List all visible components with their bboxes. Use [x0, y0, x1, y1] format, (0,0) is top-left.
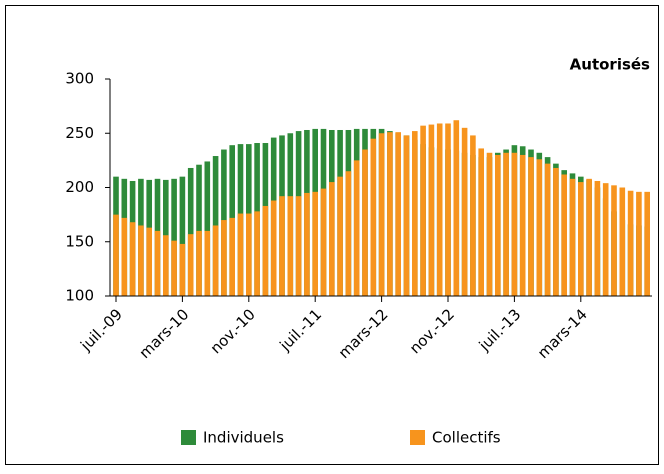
bar	[237, 213, 244, 296]
bar	[204, 230, 211, 296]
bar	[495, 154, 501, 296]
bar	[503, 152, 509, 296]
bar	[196, 230, 202, 296]
y-tick-label: 100	[65, 287, 94, 305]
bar	[212, 225, 219, 296]
bar	[246, 213, 252, 296]
bar	[171, 178, 177, 296]
bar	[187, 167, 194, 296]
bar	[254, 211, 260, 296]
bar	[179, 176, 186, 296]
bar	[163, 235, 169, 296]
bar	[403, 135, 410, 296]
bar	[561, 174, 567, 296]
bar	[578, 182, 584, 296]
bar	[519, 154, 526, 296]
bar	[420, 125, 426, 296]
bar	[378, 133, 385, 296]
bar	[154, 230, 161, 296]
legend-label: Collectifs	[432, 429, 501, 447]
bar	[470, 135, 476, 296]
bar	[337, 176, 343, 296]
bar	[528, 157, 534, 296]
bar	[179, 243, 186, 296]
bar	[304, 192, 310, 296]
bar	[594, 180, 601, 296]
bar	[461, 127, 468, 296]
legend-label: Individuels	[203, 429, 284, 447]
bar	[287, 196, 294, 296]
bar	[113, 214, 119, 296]
bar	[204, 161, 211, 296]
y-tick-label: 150	[65, 232, 94, 250]
bar	[602, 183, 609, 296]
bar	[586, 178, 592, 296]
bar	[412, 131, 418, 296]
bar	[627, 190, 634, 296]
bar	[453, 120, 460, 296]
bar	[187, 234, 194, 296]
y-tick-label: 250	[65, 124, 94, 142]
bar	[171, 240, 177, 296]
bar	[229, 217, 235, 296]
y-tick-label: 300	[65, 70, 94, 88]
bar	[569, 178, 576, 296]
bar	[428, 124, 435, 296]
bar	[295, 196, 302, 296]
bar	[636, 191, 642, 296]
y-tick-label: 200	[65, 178, 94, 196]
legend-swatch	[181, 430, 196, 445]
bar	[511, 152, 518, 296]
bar	[436, 123, 443, 296]
bar	[478, 148, 484, 296]
bar	[387, 132, 393, 296]
bar	[544, 163, 551, 296]
bar	[329, 182, 335, 296]
legend-swatch	[410, 430, 425, 445]
bar	[536, 159, 543, 296]
bar	[270, 200, 277, 296]
bar	[353, 160, 360, 296]
bar	[129, 222, 136, 296]
bar	[445, 123, 451, 296]
bar	[370, 138, 377, 296]
bar	[121, 217, 128, 296]
bar	[146, 227, 152, 296]
bar	[221, 220, 227, 296]
bar	[196, 164, 202, 296]
bar	[312, 191, 318, 296]
bar	[553, 167, 559, 296]
bar	[619, 187, 626, 296]
chart-title: Autorisés	[570, 56, 650, 74]
bar	[345, 171, 352, 296]
bar	[138, 225, 144, 296]
bar	[611, 185, 617, 296]
bar	[362, 149, 368, 296]
bar	[486, 152, 493, 296]
bar	[395, 132, 401, 296]
bar	[262, 205, 269, 296]
bar	[279, 196, 285, 296]
bar	[644, 191, 650, 296]
bar	[320, 188, 327, 296]
